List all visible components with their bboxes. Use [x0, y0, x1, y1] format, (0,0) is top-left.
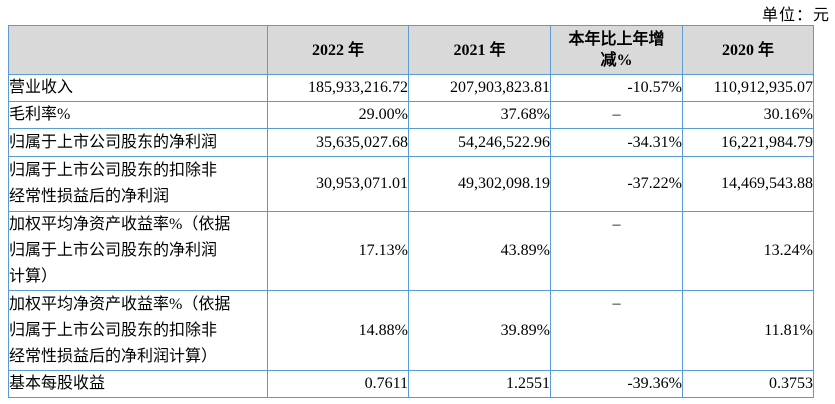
table-header: 2022 年 2021 年 本年比上年增 减% 2020 年	[8, 25, 814, 75]
header-cell-2022: 2022 年	[267, 25, 409, 75]
value-2022: 30,953,071.01	[267, 156, 409, 212]
table-row: 营业收入 185,933,216.72 207,903,823.81 -10.57% 1…	[8, 74, 814, 102]
header-cell-2020: 2020 年	[682, 25, 814, 75]
table-row: 加权平均净资产收益率%（依据 归属于上市公司股东的净利润 计算） 17.13% 43…	[8, 211, 814, 291]
value-change: -37.22%	[550, 156, 683, 212]
row-label: 基本每股收益	[8, 370, 268, 398]
table-row: 加权平均净资产收益率%（依据 归属于上市公司股东的扣除非 经常性损益后的净利润计…	[8, 290, 814, 371]
value-change: -34.31%	[550, 128, 683, 157]
value-2020: 30.16%	[682, 101, 814, 129]
value-2020: 11.81%	[682, 290, 814, 371]
value-2022: 35,635,027.68	[267, 128, 409, 157]
table-row: 毛利率% 29.00% 37.68% –30.16%	[8, 101, 814, 129]
table-row: 基本每股收益 0.7611 1.2551 -39.36% 0.3753	[8, 370, 814, 398]
financial-summary-table: 2022 年 2021 年 本年比上年增 减% 2020 年 营业收入 185,9…	[8, 25, 814, 398]
row-label: 加权平均净资产收益率%（依据 归属于上市公司股东的净利润 计算）	[8, 211, 268, 291]
value-2021: 1.2551	[408, 370, 551, 398]
value-2021: 43.89%	[408, 211, 551, 291]
value-2022: 14.88%	[267, 290, 409, 371]
header-cell-change: 本年比上年增 减%	[550, 25, 683, 75]
value-change: –	[550, 101, 683, 129]
value-change: -10.57%	[550, 74, 683, 102]
value-2022: 17.13%	[267, 211, 409, 291]
value-2022: 0.7611	[267, 370, 409, 398]
value-2022: 185,933,216.72	[267, 74, 409, 102]
value-2021: 49,302,098.19	[408, 156, 551, 212]
value-change: –	[550, 211, 683, 291]
value-2021: 37.68%	[408, 101, 551, 129]
header-cell-2021: 2021 年	[408, 25, 551, 75]
value-change: -39.36%	[550, 370, 683, 398]
row-label: 归属于上市公司股东的净利润	[8, 128, 268, 157]
table-row: 归属于上市公司股东的扣除非 经常性损益后的净利润 30,953,071.01 49,…	[8, 156, 814, 212]
unit-label: 单位：元	[761, 7, 830, 24]
row-label: 毛利率%	[8, 101, 268, 129]
value-change: –	[550, 290, 683, 371]
value-2021: 54,246,522.96	[408, 128, 551, 157]
row-label: 加权平均净资产收益率%（依据 归属于上市公司股东的扣除非 经常性损益后的净利润计…	[8, 290, 268, 371]
value-2021: 207,903,823.81	[408, 74, 551, 102]
row-label: 归属于上市公司股东的扣除非 经常性损益后的净利润	[8, 156, 268, 212]
header-row: 2022 年 2021 年 本年比上年增 减% 2020 年	[8, 25, 814, 75]
value-2020: 13.24%	[682, 211, 814, 291]
value-2021: 39.89%	[408, 290, 551, 371]
value-2020: 14,469,543.88	[682, 156, 814, 212]
value-2020: 110,912,935.07	[682, 74, 814, 102]
value-2022: 29.00%	[267, 101, 409, 129]
row-label: 营业收入	[8, 74, 268, 102]
header-cell-blank	[8, 25, 268, 75]
table-row: 归属于上市公司股东的净利润 35,635,027.68 54,246,522.96-…	[8, 128, 814, 157]
value-2020: 0.3753	[682, 370, 814, 398]
value-2020: 16,221,984.79	[682, 128, 814, 157]
table-body: 营业收入 185,933,216.72 207,903,823.81 -10.57% 1…	[8, 74, 814, 398]
